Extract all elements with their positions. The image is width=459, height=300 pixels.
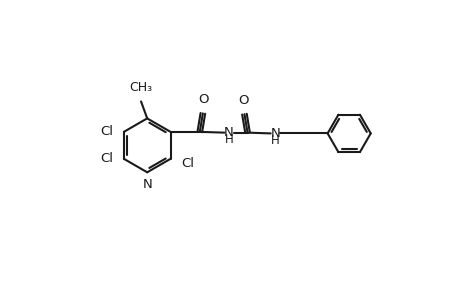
Text: H: H <box>224 133 233 146</box>
Text: Cl: Cl <box>100 152 113 165</box>
Text: O: O <box>198 94 208 106</box>
Text: Cl: Cl <box>100 125 113 138</box>
Text: O: O <box>238 94 248 107</box>
Text: CH₃: CH₃ <box>129 81 152 94</box>
Text: N: N <box>224 126 234 139</box>
Text: Cl: Cl <box>181 157 194 170</box>
Text: H: H <box>270 134 279 147</box>
Text: N: N <box>143 178 152 191</box>
Text: N: N <box>270 127 280 140</box>
